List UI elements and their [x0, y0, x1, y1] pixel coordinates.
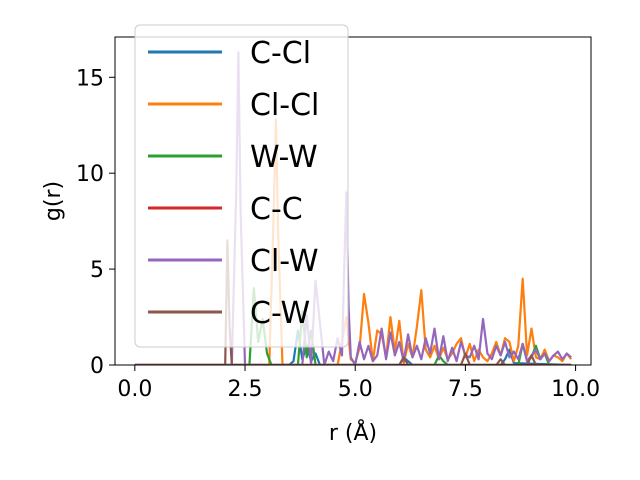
y-tick-label: 5: [90, 258, 104, 283]
x-tick-label: 0.0: [117, 377, 152, 402]
x-tick-label: 7.5: [448, 377, 483, 402]
y-tick-label: 0: [90, 354, 104, 379]
legend-label: C-C: [250, 192, 303, 227]
y-tick-label: 15: [76, 66, 104, 91]
x-tick-label: 2.5: [228, 377, 263, 402]
x-axis-label: r (Å): [329, 419, 377, 446]
y-axis: 0 5 10 15: [76, 66, 115, 379]
x-axis: 0.0 2.5 5.0 7.5 10.0: [117, 365, 600, 402]
x-tick-label: 5.0: [338, 377, 373, 402]
x-tick-label: 10.0: [551, 377, 600, 402]
series-line-cl-w: [134, 51, 572, 365]
legend-label: Cl-W: [250, 244, 319, 279]
legend-label: C-W: [250, 296, 310, 331]
y-tick-label: 10: [76, 162, 104, 187]
legend-label: Cl-Cl: [250, 88, 319, 123]
legend-box: [134, 24, 349, 348]
legend-label: W-W: [250, 140, 318, 175]
axes-frame: [114, 36, 592, 366]
legend: C-Cl Cl-Cl W-W C-C Cl-W C-W: [134, 24, 349, 348]
y-axis-label: g(r): [41, 181, 66, 221]
legend-label: C-Cl: [250, 36, 311, 71]
